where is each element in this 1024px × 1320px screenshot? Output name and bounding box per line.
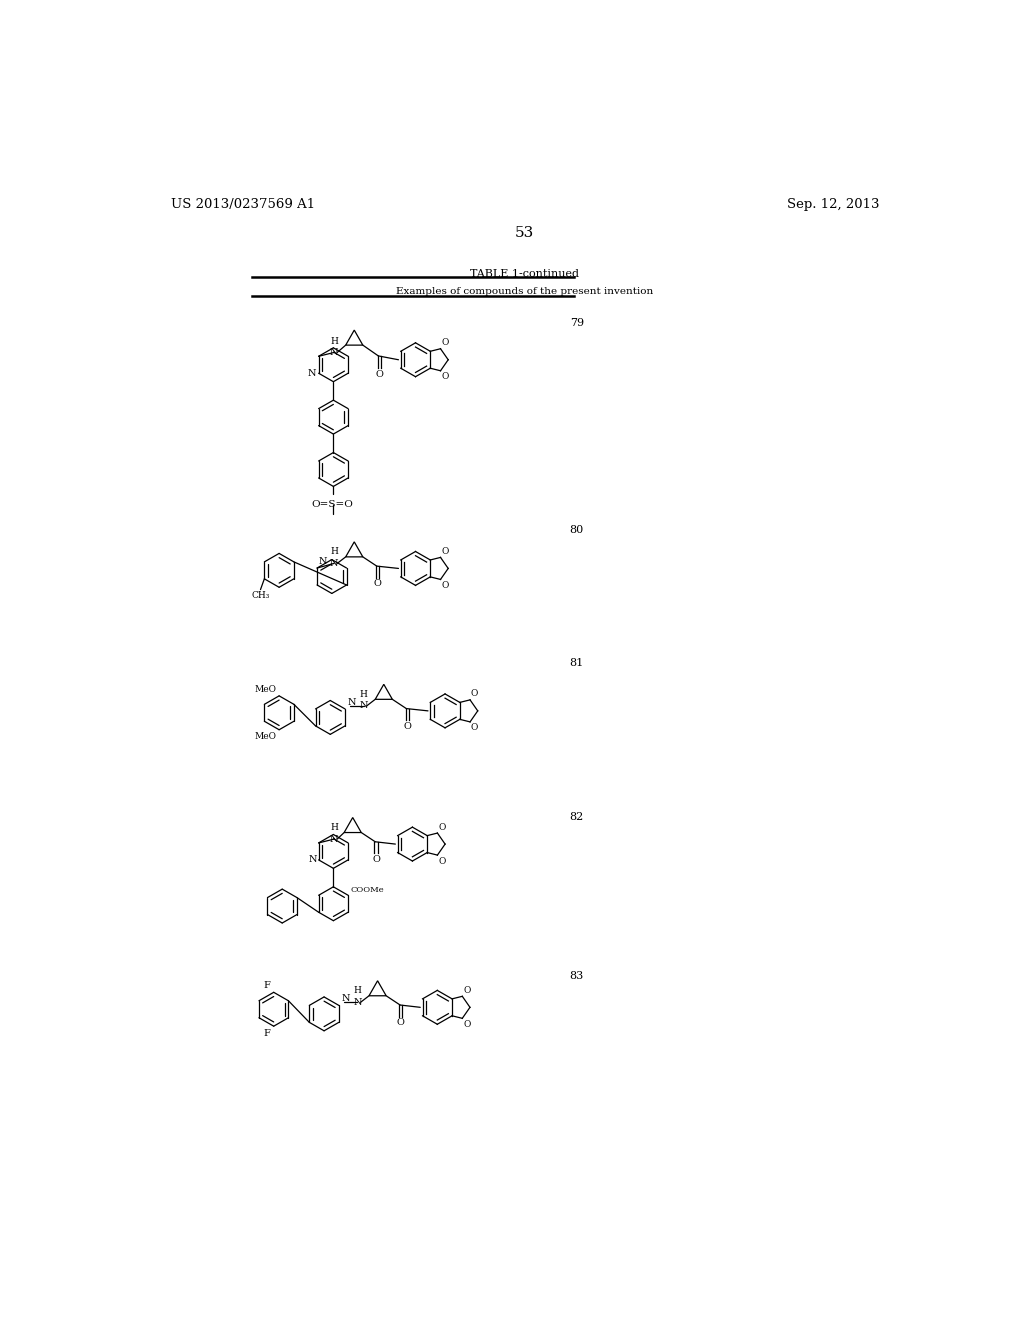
Text: CH₃: CH₃	[251, 591, 269, 601]
Text: Sep. 12, 2013: Sep. 12, 2013	[786, 198, 880, 211]
Text: N: N	[308, 855, 317, 865]
Text: O: O	[463, 986, 470, 995]
Text: H: H	[330, 337, 338, 346]
Text: 80: 80	[569, 525, 584, 535]
Text: N: N	[330, 558, 338, 568]
Text: O: O	[441, 372, 449, 381]
Text: N: N	[353, 998, 361, 1007]
Text: O: O	[463, 1020, 470, 1028]
Text: F: F	[264, 1028, 270, 1038]
Text: 53: 53	[515, 226, 535, 240]
Text: O: O	[375, 370, 383, 379]
Text: O=S=O: O=S=O	[311, 500, 353, 510]
Text: F: F	[264, 981, 270, 990]
Text: O: O	[441, 581, 449, 590]
Text: O: O	[471, 723, 478, 733]
Text: Examples of compounds of the present invention: Examples of compounds of the present inv…	[396, 286, 653, 296]
Text: O: O	[438, 822, 445, 832]
Text: O: O	[403, 722, 411, 731]
Text: O: O	[441, 546, 449, 556]
Text: N: N	[318, 557, 327, 566]
Text: 82: 82	[569, 812, 584, 822]
Text: O: O	[471, 689, 478, 698]
Text: N: N	[359, 701, 368, 710]
Text: N: N	[330, 834, 338, 843]
Text: O: O	[441, 338, 449, 347]
Text: 79: 79	[569, 318, 584, 327]
Text: H: H	[330, 548, 338, 557]
Text: N: N	[308, 368, 316, 378]
Text: O: O	[438, 857, 445, 866]
Text: 83: 83	[569, 970, 584, 981]
Text: H: H	[359, 690, 368, 700]
Text: MeO: MeO	[255, 685, 276, 693]
Text: O: O	[372, 855, 380, 863]
Text: TABLE 1-continued: TABLE 1-continued	[470, 268, 580, 279]
Text: N: N	[341, 994, 349, 1003]
Text: COOMe: COOMe	[350, 886, 384, 894]
Text: H: H	[353, 986, 361, 995]
Text: US 2013/0237569 A1: US 2013/0237569 A1	[171, 198, 314, 211]
Text: N: N	[347, 698, 356, 706]
Text: 81: 81	[569, 659, 584, 668]
Text: O: O	[374, 579, 382, 589]
Text: MeO: MeO	[255, 733, 276, 741]
Text: O: O	[397, 1018, 404, 1027]
Text: H: H	[330, 824, 338, 832]
Text: N: N	[330, 348, 338, 356]
